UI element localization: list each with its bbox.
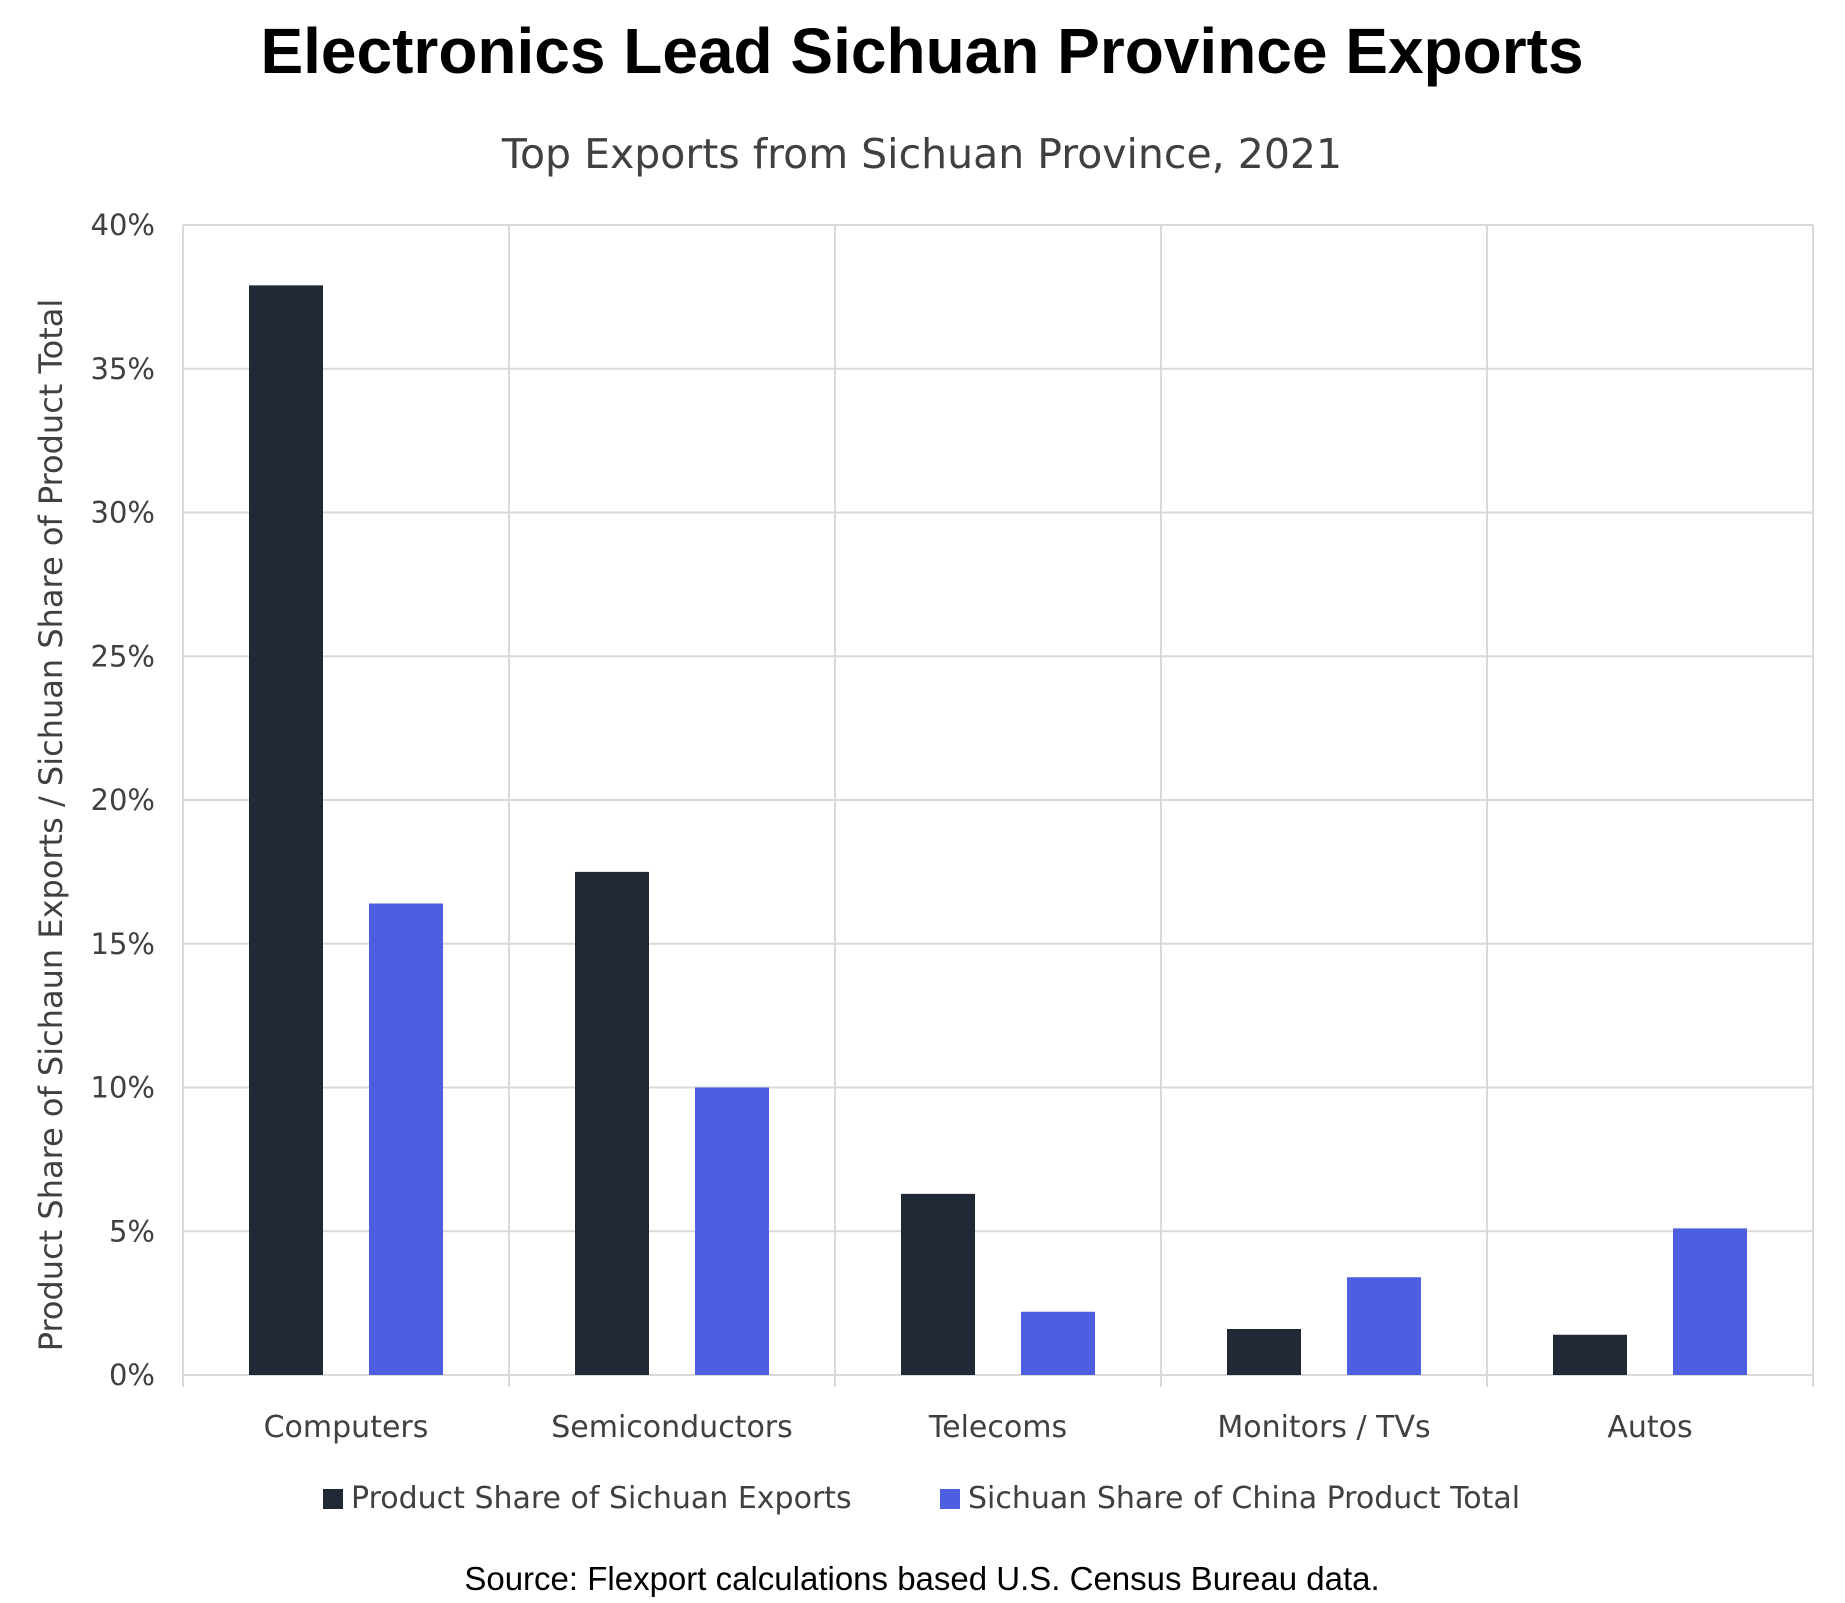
gridlines: [182, 224, 1814, 1387]
bar: [1227, 1329, 1301, 1375]
y-tick-label: 15%: [91, 927, 155, 961]
y-tick-label: 35%: [91, 352, 155, 386]
bar: [1673, 1228, 1747, 1375]
legend-label-china-share: Sichuan Share of China Product Total: [968, 1481, 1520, 1516]
y-tick-label: 20%: [91, 783, 155, 817]
legend-label-product-share: Product Share of Sichuan Exports: [351, 1481, 852, 1516]
bar: [1347, 1277, 1421, 1375]
x-category-label: Monitors / TVs: [1217, 1410, 1430, 1445]
bar: [1021, 1311, 1095, 1375]
y-tick-label: 5%: [109, 1214, 155, 1248]
bar: [249, 285, 323, 1375]
chart-subtitle: Top Exports from Sichuan Province, 2021: [501, 130, 1342, 178]
y-tick-label: 30%: [91, 496, 155, 530]
bar: [575, 871, 649, 1375]
x-category-label: Semiconductors: [551, 1410, 793, 1445]
y-tick-label: 10%: [91, 1071, 155, 1105]
legend-swatch-china-share: [940, 1489, 960, 1509]
legend: Product Share of Sichuan Exports Sichuan…: [323, 1481, 1520, 1516]
bars: [249, 285, 1747, 1375]
bar: [1553, 1334, 1627, 1375]
y-axis-label: Product Share of Sichaun Exports / Sichu…: [32, 299, 70, 1352]
y-axis-ticks: 0% 5% 10% 15% 20% 25% 30% 35% 40%: [91, 208, 155, 1392]
chart-title: Electronics Lead Sichuan Province Export…: [260, 15, 1583, 87]
y-tick-label: 25%: [91, 639, 155, 673]
x-category-label: Telecoms: [928, 1410, 1067, 1445]
legend-swatch-product-share: [323, 1489, 343, 1509]
y-tick-label: 40%: [91, 208, 155, 242]
x-category-label: Computers: [264, 1410, 429, 1445]
bar: [695, 1087, 769, 1375]
x-category-label: Autos: [1607, 1410, 1692, 1445]
y-tick-label: 0%: [109, 1358, 155, 1392]
bar: [369, 903, 443, 1375]
source-note: Source: Flexport calculations based U.S.…: [464, 1560, 1379, 1597]
x-axis-categories: Computers Semiconductors Telecoms Monitors …: [264, 1410, 1693, 1445]
bar: [901, 1193, 975, 1375]
